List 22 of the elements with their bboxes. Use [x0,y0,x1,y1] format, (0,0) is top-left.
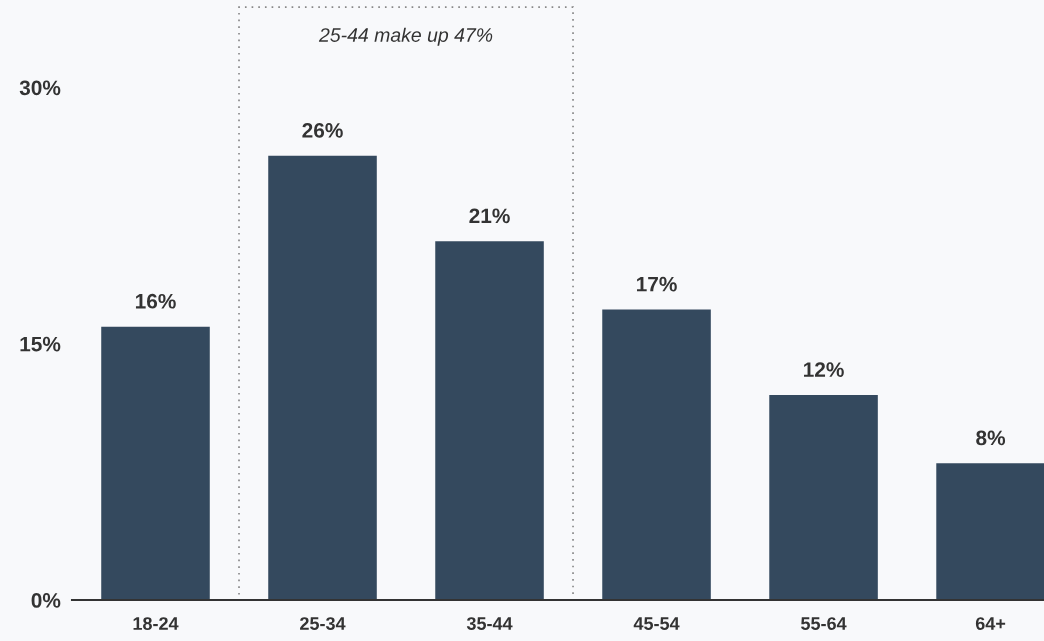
y-tick-label: 15% [20,336,61,352]
x-tick-label: 55-64 [801,617,847,630]
data-label: 12% [804,362,844,377]
bar [936,463,1044,600]
bar [769,394,878,600]
bar [602,309,711,600]
data-label: 26% [302,123,343,138]
y-tick-label: 30% [19,80,61,96]
x-tick-label: 18-24 [133,617,179,630]
data-label: 16% [135,293,176,309]
x-tick-label: 64+ [975,617,1006,630]
bar [435,241,544,600]
data-label: 17% [637,276,677,292]
annotation: 25-44 make up 47% [318,27,493,46]
x-tick-label: 25-34 [300,617,346,630]
x-tick-label: 35-44 [466,617,513,630]
y-tick-label: 0% [31,593,61,608]
bar [268,155,377,600]
data-label: 8% [976,430,1006,446]
bar [101,326,210,600]
data-label: 21% [469,208,510,224]
x-tick-label: 45-54 [633,617,680,630]
